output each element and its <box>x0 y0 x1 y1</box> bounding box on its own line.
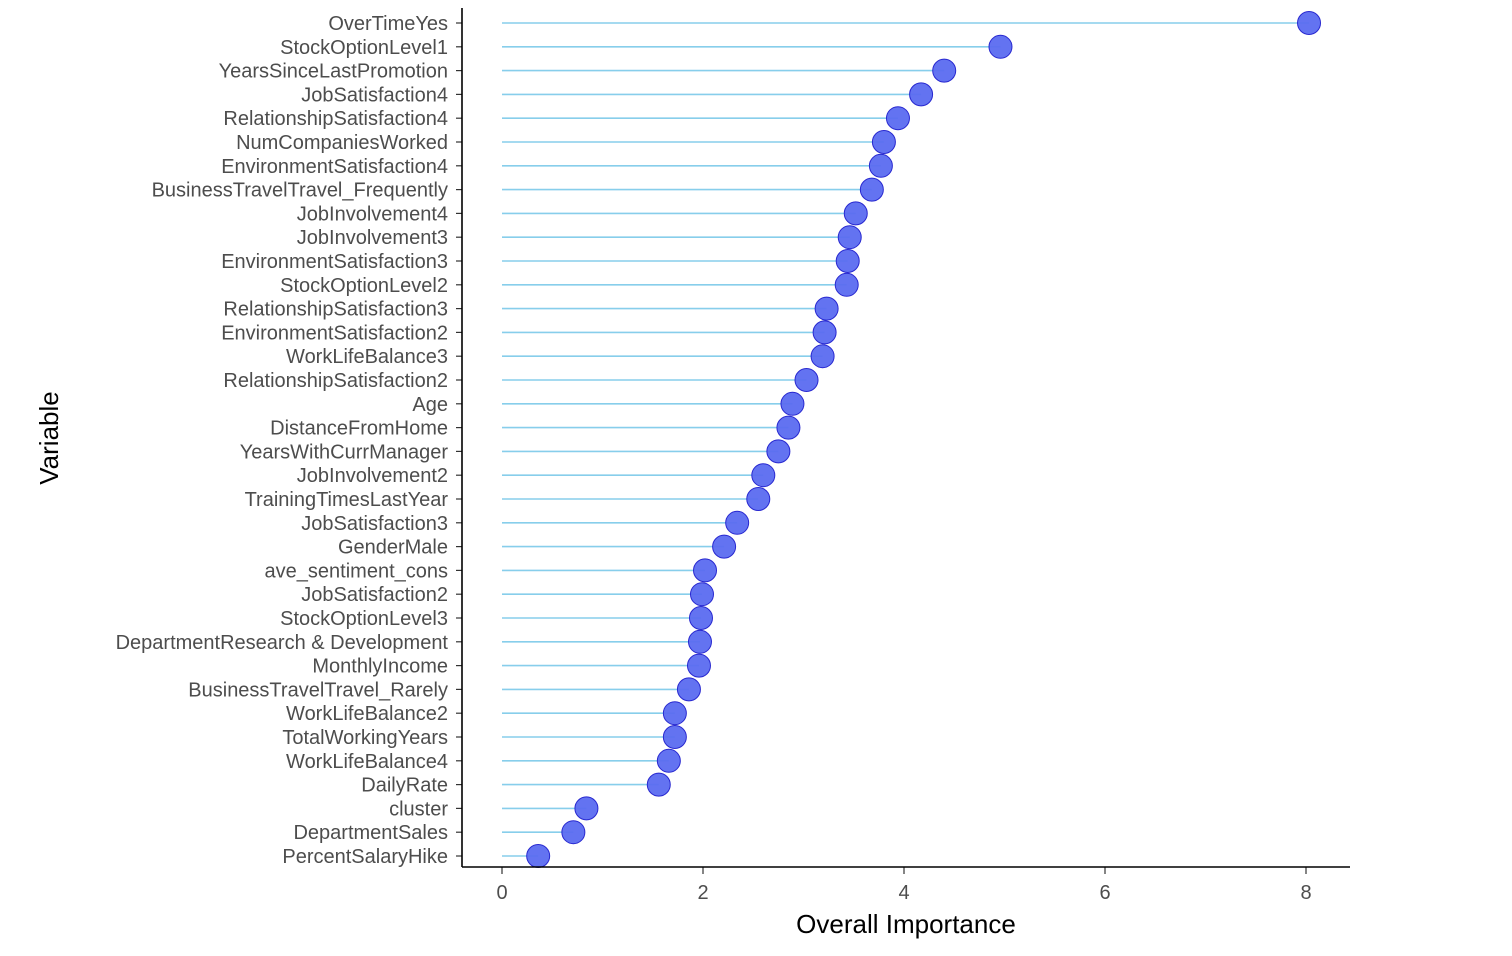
point-18 <box>766 439 791 464</box>
x-tick-label-2: 4 <box>898 882 909 904</box>
y-tick-label-3: JobSatisfaction4 <box>301 84 448 106</box>
point-30 <box>662 725 687 749</box>
point-11 <box>834 272 859 297</box>
y-tick-label-9: JobInvolvement3 <box>297 227 448 249</box>
points-layer <box>526 11 1322 868</box>
x-axis-ticks: 0 2 4 6 8 <box>496 867 1312 904</box>
y-tick-label-35: PercentSalaryHike <box>282 846 448 868</box>
y-tick-label-33: cluster <box>389 798 448 820</box>
point-31 <box>656 748 681 773</box>
x-tick-label-4: 8 <box>1300 882 1311 904</box>
point-7 <box>859 177 884 202</box>
point-16 <box>780 391 805 416</box>
point-33 <box>574 796 599 821</box>
y-tick-label-25: StockOptionLevel3 <box>280 608 448 630</box>
point-27 <box>686 653 711 678</box>
point-2 <box>932 58 957 83</box>
point-3 <box>909 82 934 107</box>
point-24 <box>689 582 714 607</box>
y-tick-label-13: EnvironmentSatisfaction2 <box>221 322 448 344</box>
y-tick-label-32: DailyRate <box>361 775 448 797</box>
point-19 <box>751 463 776 488</box>
y-tick-label-17: DistanceFromHome <box>270 418 448 440</box>
point-32 <box>646 772 671 797</box>
y-axis-title: Variable <box>34 391 64 484</box>
point-14 <box>810 344 835 369</box>
y-tick-label-12: RelationshipSatisfaction3 <box>223 299 448 321</box>
x-axis-title: Overall Importance <box>796 909 1016 939</box>
y-tick-label-28: BusinessTravelTravel_Rarely <box>188 679 448 701</box>
y-tick-label-15: RelationshipSatisfaction2 <box>223 370 448 392</box>
y-tick-label-24: JobSatisfaction2 <box>301 584 448 606</box>
point-1 <box>988 34 1013 59</box>
y-tick-label-20: TrainingTimesLastYear <box>245 489 449 511</box>
point-22 <box>712 534 737 559</box>
y-tick-label-18: YearsWithCurrManager <box>240 441 449 463</box>
point-12 <box>814 296 839 321</box>
point-35 <box>526 844 551 868</box>
point-20 <box>746 487 771 511</box>
y-tick-label-27: MonthlyIncome <box>312 656 448 678</box>
y-tick-label-2: YearsSinceLastPromotion <box>219 61 448 83</box>
x-tick-label-1: 2 <box>697 882 708 904</box>
point-9 <box>837 225 862 250</box>
y-tick-label-1: StockOptionLevel1 <box>280 37 448 59</box>
point-4 <box>885 106 910 131</box>
point-15 <box>794 368 819 392</box>
point-25 <box>688 606 713 630</box>
point-34 <box>561 820 586 845</box>
y-tick-label-11: StockOptionLevel2 <box>280 275 448 297</box>
y-tick-label-6: EnvironmentSatisfaction4 <box>221 156 448 178</box>
y-tick-label-4: RelationshipSatisfaction4 <box>223 108 448 130</box>
y-tick-label-29: WorkLifeBalance2 <box>286 703 448 725</box>
y-tick-label-34: DepartmentSales <box>293 822 448 844</box>
y-tick-label-0: OverTimeYes <box>328 13 448 35</box>
y-tick-label-7: BusinessTravelTravel_Frequently <box>152 180 448 202</box>
y-tick-label-8: JobInvolvement4 <box>297 203 448 225</box>
y-tick-label-5: NumCompaniesWorked <box>236 132 448 154</box>
y-tick-label-21: JobSatisfaction3 <box>301 513 448 535</box>
point-5 <box>871 130 896 154</box>
point-13 <box>812 320 837 345</box>
y-tick-label-10: EnvironmentSatisfaction3 <box>221 251 448 273</box>
y-tick-label-23: ave_sentiment_cons <box>265 560 448 582</box>
point-28 <box>676 677 701 702</box>
x-tick-label-0: 0 <box>496 882 507 904</box>
y-tick-label-19: JobInvolvement2 <box>297 465 448 487</box>
point-21 <box>725 510 750 535</box>
y-axis-tick-labels: OverTimeYesStockOptionLevel1YearsSinceLa… <box>116 13 462 868</box>
point-10 <box>835 249 860 273</box>
point-17 <box>776 415 801 440</box>
y-tick-label-26: DepartmentResearch & Development <box>116 632 449 654</box>
point-23 <box>693 558 718 583</box>
y-tick-label-22: GenderMale <box>338 537 448 559</box>
stems-layer <box>502 22 1310 857</box>
y-tick-label-31: WorkLifeBalance4 <box>286 751 448 773</box>
y-tick-label-14: WorkLifeBalance3 <box>286 346 448 368</box>
point-29 <box>662 701 687 726</box>
y-tick-label-30: TotalWorkingYears <box>282 727 448 749</box>
point-8 <box>843 201 868 226</box>
point-26 <box>687 629 712 654</box>
y-tick-label-16: Age <box>412 394 448 416</box>
x-tick-label-3: 6 <box>1099 882 1110 904</box>
point-6 <box>868 153 893 178</box>
point-0 <box>1297 11 1322 35</box>
